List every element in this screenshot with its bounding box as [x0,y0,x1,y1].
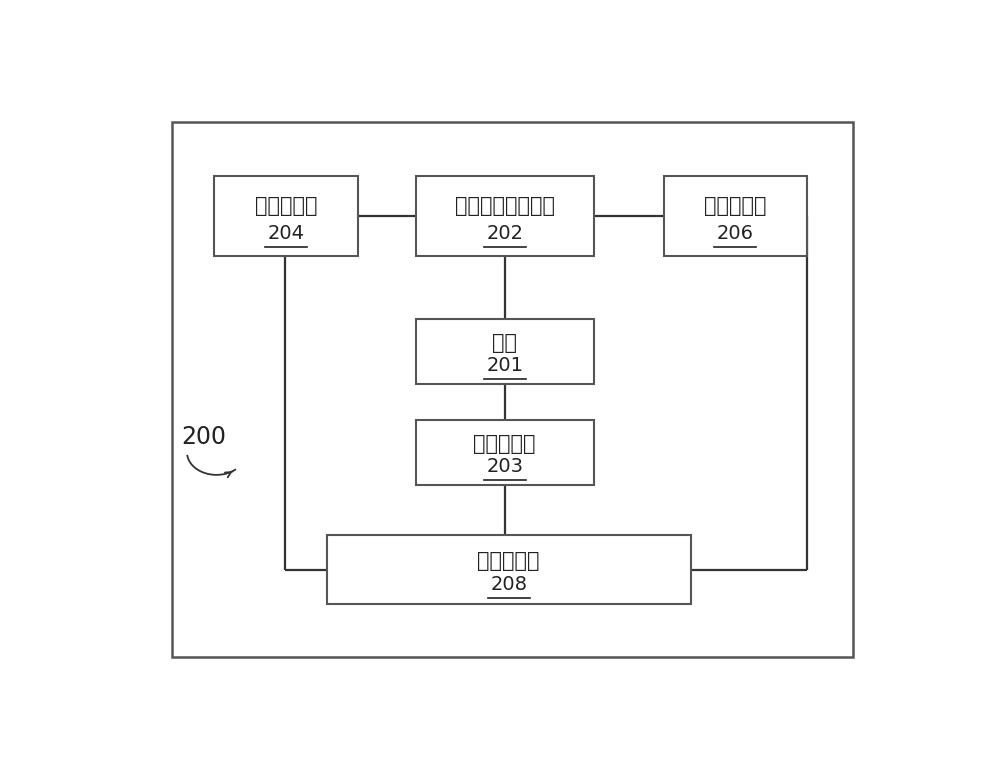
Text: 201: 201 [486,356,523,375]
Bar [214,176,358,256]
Text: 204: 204 [267,224,304,243]
Bar [172,122,853,658]
Text: 206: 206 [717,224,754,243]
Text: 208: 208 [490,575,527,594]
Text: 数据处理器: 数据处理器 [477,551,540,571]
Bar [416,176,594,256]
Text: 周边计数区: 周边计数区 [704,196,767,216]
Text: 中心计数区: 中心计数区 [255,196,317,216]
Text: 光导: 光导 [492,334,517,354]
Bar [664,176,807,256]
Text: 200: 200 [181,425,226,449]
Text: 液体闪烁体计数区: 液体闪烁体计数区 [455,196,555,216]
Text: 光电倍增管: 光电倍增管 [474,435,536,455]
Text: 202: 202 [486,224,523,243]
Bar [416,319,594,384]
Bar [416,420,594,485]
Text: 203: 203 [486,457,523,476]
Bar [326,536,691,604]
